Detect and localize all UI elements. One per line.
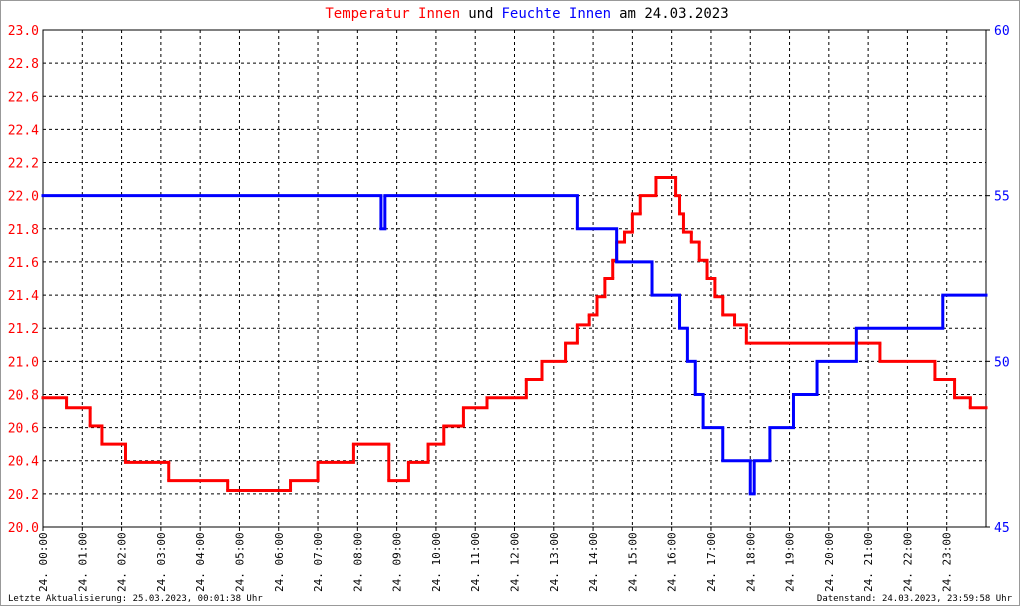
x-tick-label: 24. 17:00 [705,532,718,592]
x-tick-label: 24. 14:00 [587,532,600,592]
y2-tick-label: 50 [994,355,1010,370]
title-part: und [468,6,493,22]
x-tick-label: 24. 11:00 [469,532,482,592]
x-tick-label: 24. 13:00 [548,532,561,592]
x-tick-label: 24. 00:00 [37,532,50,592]
y-tick-label: 21.8 [8,223,39,238]
y-tick-label: 21.0 [8,355,39,370]
x-tick-label: 24. 08:00 [351,532,364,592]
x-tick-label: 24. 01:00 [76,532,89,592]
x-tick-label: 24. 10:00 [430,532,443,592]
y2-tick-label: 45 [994,521,1010,536]
y2-tick-label: 60 [994,24,1010,39]
y-tick-label: 20.2 [8,488,39,503]
x-tick-label: 24. 20:00 [823,532,836,592]
y-tick-label: 21.2 [8,322,39,337]
x-tick-label: 24. 06:00 [273,532,286,592]
x-tick-label: 24. 19:00 [784,532,797,592]
y-tick-label: 20.8 [8,388,39,403]
y-tick-label: 23.0 [8,24,39,39]
title-part: am 24.03.2023 [619,6,729,22]
x-tick-label: 24. 02:00 [116,532,129,592]
x-tick-label: 24. 12:00 [509,532,522,592]
x-tick-label: 24. 15:00 [626,532,639,592]
x-tick-label: 24. 05:00 [233,532,246,592]
y-tick-label: 21.4 [8,289,39,304]
x-tick-label: 24. 07:00 [312,532,325,592]
y-tick-label: 22.4 [8,123,39,138]
x-tick-label: 24. 23:00 [941,532,954,592]
x-tick-label: 24. 09:00 [391,532,404,592]
y2-tick-label: 55 [994,190,1010,205]
y-tick-label: 20.4 [8,455,39,470]
x-tick-label: 24. 03:00 [155,532,168,592]
y-tick-label: 20.6 [8,422,39,437]
y-tick-label: 21.6 [8,256,39,271]
footer-left: Letzte Aktualisierung: 25.03.2023, 00:01… [8,594,263,604]
y-tick-label: 22.0 [8,190,39,205]
x-tick-label: 24. 16:00 [666,532,679,592]
x-tick-label: 24. 04:00 [194,532,207,592]
title-part: Feuchte Innen [502,6,612,22]
y-tick-label: 22.2 [8,157,39,172]
footer-right: Datenstand: 24.03.2023, 23:59:58 Uhr [817,594,1013,604]
title-part: Temperatur Innen [325,6,460,22]
x-tick-label: 24. 22:00 [901,532,914,592]
x-tick-label: 24. 21:00 [862,532,875,592]
y-tick-label: 22.8 [8,57,39,72]
plot-border [42,29,987,528]
x-tick-label: 24. 18:00 [744,532,757,592]
y-tick-label: 20.0 [8,521,39,536]
y-tick-label: 22.6 [8,90,39,105]
chart-title: Temperatur Innen und Feuchte Innen am 24.03… [325,6,728,22]
